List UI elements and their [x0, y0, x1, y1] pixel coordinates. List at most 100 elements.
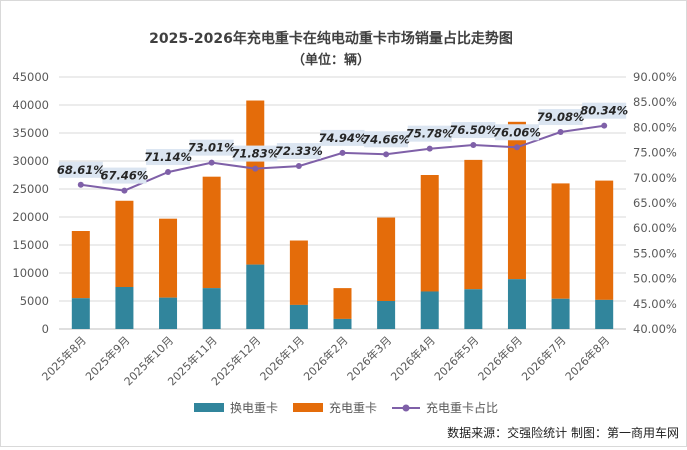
- share-label-box: [538, 109, 583, 126]
- share-label-box: [102, 167, 147, 184]
- share-point: [208, 159, 215, 166]
- share-point: [77, 181, 84, 188]
- legend-swatch-swapping: [194, 403, 224, 412]
- bars: [71, 100, 614, 329]
- share-line: [77, 122, 608, 194]
- bar-charging: [289, 240, 308, 305]
- right-tick-label: 70.00%: [633, 171, 677, 185]
- right-tick-label: 85.00%: [633, 95, 677, 109]
- share-point: [339, 149, 346, 156]
- x-tick-label: 2026年5月: [431, 333, 481, 383]
- bar-swapping: [289, 304, 308, 329]
- right-tick-label: 65.00%: [633, 196, 677, 210]
- bar-swapping: [115, 287, 134, 329]
- bar-charging: [159, 218, 178, 298]
- bar-swapping: [595, 299, 614, 329]
- right-tick-label: 45.00%: [633, 297, 677, 311]
- share-point: [121, 187, 128, 194]
- bar-swapping: [202, 288, 221, 329]
- share-label: 68.61%: [57, 163, 105, 177]
- share-label: 67.46%: [100, 169, 148, 183]
- bar-swapping: [507, 279, 526, 329]
- right-tick-label: 75.00%: [633, 146, 677, 160]
- share-label: 73.01%: [188, 141, 236, 155]
- chart-subtitle: （单位：辆）: [292, 52, 370, 68]
- footer-source: 数据来源：交强险统计 制图：第一商用车网: [447, 425, 679, 440]
- share-point: [426, 145, 433, 152]
- x-tick-label: 2026年6月: [475, 333, 525, 383]
- legend-label-swapping: 换电重卡: [230, 401, 278, 415]
- share-label: 75.78%: [406, 127, 454, 141]
- left-tick-label: 25000: [12, 182, 49, 196]
- share-point: [470, 142, 477, 149]
- left-tick-label: 20000: [12, 210, 49, 224]
- share-label: 80.34%: [580, 104, 628, 118]
- left-tick-label: 30000: [12, 154, 49, 168]
- share-label-box: [494, 124, 539, 141]
- share-label-box: [276, 143, 321, 160]
- legend-marker-share: [402, 404, 410, 412]
- bar-charging: [202, 176, 221, 289]
- share-label-box: [233, 145, 278, 162]
- right-tick-label: 60.00%: [633, 221, 677, 235]
- share-point: [383, 151, 390, 158]
- x-tick-label: 2026年4月: [388, 333, 438, 383]
- share-label: 79.08%: [537, 110, 585, 124]
- share-label-box: [58, 161, 103, 178]
- share-labels: 68.61%67.46% 71.14%73.01%71.83%72.33%74.9…: [57, 102, 628, 184]
- share-label-box: [582, 102, 627, 119]
- share-point: [165, 169, 172, 176]
- share-label-box: [146, 149, 191, 166]
- share-label: 71.83%: [231, 147, 279, 161]
- x-tick-label: 2026年8月: [562, 333, 612, 383]
- share-label-box: [320, 129, 365, 146]
- bar-charging: [377, 217, 396, 301]
- x-axis-ticks: 2025年8月2025年9月2025年10月2025年11月2025年12月20…: [39, 333, 613, 388]
- share-point: [252, 165, 259, 172]
- left-axis-ticks: 0 5000 10000 15000 20000 25000 30000 35000 40000…: [12, 70, 49, 336]
- x-tick-label: 2026年2月: [300, 333, 350, 383]
- share-label: 72.33%: [275, 144, 323, 158]
- legend-swatch-charging: [293, 403, 323, 412]
- bar-swapping: [71, 298, 90, 329]
- share-label-box: [407, 125, 452, 142]
- bar-charging: [507, 121, 526, 280]
- share-label: 74.94%: [319, 131, 367, 145]
- share-label-box: [189, 139, 234, 156]
- bar-swapping: [551, 298, 570, 329]
- left-tick-label: 15000: [12, 238, 49, 252]
- share-point: [295, 163, 302, 170]
- chart-title: 2025-2026年充电重卡在纯电动重卡市场销量占比走势图: [149, 30, 513, 47]
- bar-charging: [115, 200, 134, 287]
- bar-charging: [420, 175, 439, 292]
- bar-charging: [464, 159, 483, 290]
- share-point: [557, 129, 564, 136]
- x-tick-label: 2026年7月: [518, 333, 568, 383]
- share-label-box: [364, 131, 409, 148]
- right-tick-label: 55.00%: [633, 246, 677, 260]
- right-tick-label: 50.00%: [633, 272, 677, 286]
- bar-charging: [551, 183, 570, 299]
- bar-swapping: [420, 291, 439, 329]
- share-point: [601, 122, 608, 129]
- share-label: 76.06%: [493, 125, 541, 139]
- bar-swapping: [159, 297, 178, 329]
- right-tick-label: 90.00%: [633, 70, 677, 84]
- legend-label-share: 充电重卡占比: [426, 400, 498, 415]
- left-tick-label: 0: [42, 322, 49, 336]
- bar-swapping: [246, 264, 265, 329]
- bar-charging: [246, 100, 265, 265]
- bar-charging: [595, 180, 614, 300]
- share-label: 74.66%: [362, 132, 410, 146]
- share-label: 76.50%: [449, 123, 497, 137]
- bar-charging: [71, 231, 90, 299]
- legend: 换电重卡 充电重卡 充电重卡占比: [194, 400, 498, 415]
- right-axis-ticks: 40.00% 45.00% 50.00% 55.00% 60.00% 65.00% 70.0…: [633, 70, 677, 336]
- x-tick-label: 2026年1月: [257, 333, 307, 383]
- legend-label-charging: 充电重卡: [329, 400, 377, 415]
- right-tick-label: 80.00%: [633, 120, 677, 134]
- right-tick-label: 40.00%: [633, 322, 677, 336]
- left-tick-label: 10000: [12, 266, 49, 280]
